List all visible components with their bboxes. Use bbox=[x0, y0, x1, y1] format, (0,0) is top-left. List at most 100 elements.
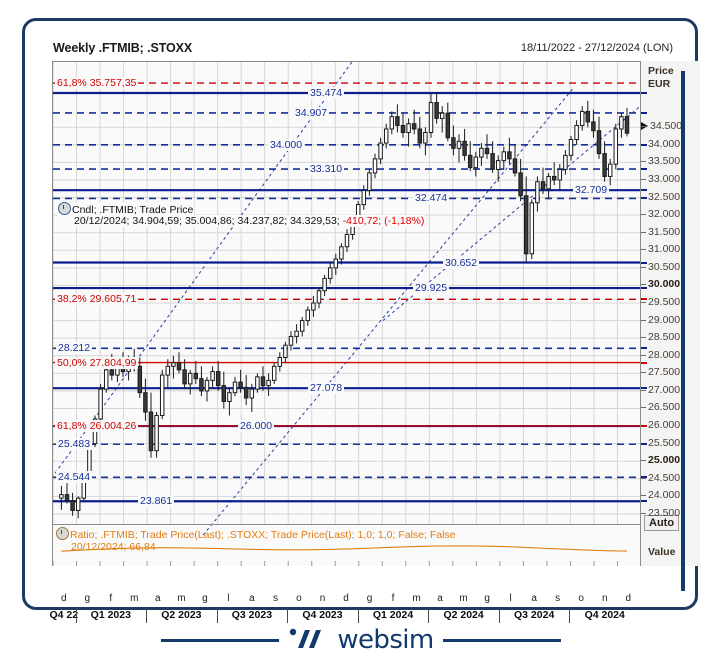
candle bbox=[255, 376, 260, 390]
price-tick-label: 23.500 bbox=[648, 506, 681, 519]
candle bbox=[227, 392, 232, 402]
candle bbox=[316, 290, 322, 304]
websim-logo-icon bbox=[290, 628, 322, 648]
candle bbox=[171, 362, 176, 367]
price-plot[interactable]: Cndl; .FTMIB; Trade Price 20/12/2024; 34… bbox=[52, 61, 640, 566]
candle bbox=[232, 381, 238, 394]
price-level-tick bbox=[641, 111, 647, 114]
price-axis[interactable]: Price EUR Auto Value 34.500 34.000 33.500 3… bbox=[640, 61, 700, 566]
level-label-support-28212: 28.212 bbox=[56, 342, 93, 355]
candle-high: 35.004,86; bbox=[184, 215, 235, 227]
price-tick-label: 33.000 bbox=[648, 172, 681, 185]
candle bbox=[182, 369, 187, 385]
ratio-canvas bbox=[53, 545, 628, 566]
price-tick-label: 25.000 bbox=[648, 454, 681, 467]
overlay-lines bbox=[53, 82, 640, 503]
candle bbox=[59, 494, 64, 499]
candle bbox=[473, 156, 479, 169]
legend-toggle-icon[interactable] bbox=[58, 202, 71, 215]
candle bbox=[333, 258, 339, 269]
candle bbox=[165, 365, 171, 376]
month-tick-label: f bbox=[391, 593, 395, 604]
candle bbox=[400, 124, 406, 133]
quarter-separator bbox=[498, 608, 500, 623]
candle-legend-text: Cndl; .FTMIB; Trade Price bbox=[72, 204, 194, 216]
candle bbox=[596, 130, 602, 155]
quarter-label: Q1 2024 bbox=[372, 609, 414, 621]
candle bbox=[210, 371, 215, 381]
month-tick-label: d bbox=[60, 593, 67, 604]
candle bbox=[406, 123, 411, 133]
candle bbox=[579, 110, 585, 126]
fib-label-382: 38,2% 29.605,71 bbox=[55, 293, 139, 306]
candle bbox=[411, 123, 417, 130]
candle bbox=[467, 154, 473, 169]
price-tick-label: 26.500 bbox=[648, 401, 681, 414]
auto-scale-button[interactable]: Auto bbox=[644, 515, 680, 531]
candle bbox=[199, 378, 204, 392]
quarter-labels: Q4 22 Q1 2023 Q2 2023 Q3 2023 Q4 2023 Q1 2024… bbox=[49, 609, 640, 625]
candle bbox=[98, 388, 103, 420]
candle bbox=[311, 302, 316, 311]
footer-rule-right bbox=[442, 638, 561, 642]
price-level-tick bbox=[641, 443, 647, 446]
websim-wordmark: websim bbox=[337, 625, 434, 655]
candle bbox=[187, 372, 193, 385]
price-tick bbox=[641, 178, 646, 180]
candle bbox=[367, 172, 372, 192]
candle bbox=[439, 112, 445, 119]
candle bbox=[417, 128, 423, 144]
candle bbox=[154, 415, 159, 452]
candle bbox=[266, 379, 271, 387]
month-tick-label: l bbox=[227, 593, 230, 604]
quarter-separator bbox=[357, 608, 359, 623]
candle bbox=[103, 369, 109, 390]
candle bbox=[64, 494, 70, 502]
candle bbox=[423, 131, 428, 144]
quarter-label: Q4 2024 bbox=[584, 609, 625, 621]
candle bbox=[221, 385, 227, 402]
candle bbox=[557, 168, 563, 181]
time-axis[interactable]: d g f m a m g l a s o n d g f m a m g l a s o n d Q4 22 Q1 2023 Q2… bbox=[49, 591, 640, 631]
candle bbox=[535, 181, 540, 204]
candle bbox=[249, 388, 255, 399]
price-tick bbox=[641, 372, 646, 374]
level-label-support-29925: 29.925 bbox=[413, 282, 450, 295]
month-tick-label: f bbox=[109, 593, 113, 604]
candle-close: 34.329,53; bbox=[290, 215, 340, 227]
price-tick bbox=[641, 302, 646, 304]
price-axis-header: Price EUR bbox=[648, 65, 674, 91]
candle-open: 34.904,59; bbox=[132, 215, 183, 227]
candle bbox=[305, 309, 311, 322]
price-tick bbox=[641, 214, 646, 216]
candle bbox=[159, 374, 165, 417]
price-tick bbox=[641, 231, 646, 233]
candle bbox=[607, 163, 613, 177]
candle bbox=[574, 124, 579, 141]
price-level-tick bbox=[641, 387, 647, 390]
price-tick-label: 27.000 bbox=[648, 383, 681, 396]
ratio-subpanel[interactable]: Ratio; .FTMIB; Trade Price(Last); .STOXX… bbox=[53, 524, 640, 566]
price-level-tick bbox=[641, 91, 647, 94]
level-label-resistance-32474: 32.474 bbox=[413, 192, 450, 205]
chart-area: Cndl; .FTMIB; Trade Price 20/12/2024; 34… bbox=[52, 61, 700, 591]
candle bbox=[361, 190, 367, 206]
month-tick-label: a bbox=[437, 593, 443, 604]
candle bbox=[109, 369, 115, 376]
quarter-label: Q4 2023 bbox=[302, 609, 343, 621]
level-label-support-25483: 25.483 bbox=[56, 438, 93, 451]
ratio-toggle-icon[interactable] bbox=[56, 527, 69, 540]
price-tick-label: 34.000 bbox=[648, 137, 681, 150]
price-level-tick bbox=[641, 143, 647, 146]
value-axis-title: Value bbox=[648, 546, 676, 558]
candle bbox=[518, 172, 523, 197]
month-tick-label: o bbox=[296, 593, 302, 604]
candle bbox=[283, 344, 288, 359]
candle bbox=[344, 233, 350, 248]
price-tick bbox=[641, 407, 646, 409]
candle bbox=[585, 110, 591, 123]
candle bbox=[456, 140, 462, 149]
price-tick-label: 28.000 bbox=[648, 348, 681, 361]
month-tick-label: m bbox=[130, 593, 139, 604]
